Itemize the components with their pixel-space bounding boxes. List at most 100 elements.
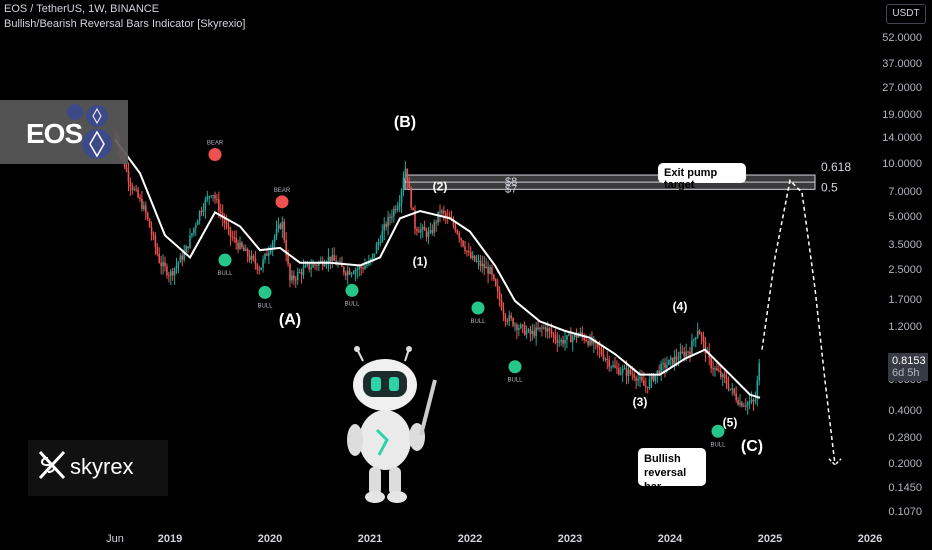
candle-body: [712, 368, 714, 370]
candle-body: [452, 220, 455, 226]
bull-signal-label: BULL: [217, 271, 233, 277]
candle-body: [318, 262, 320, 266]
candle-body: [154, 236, 157, 247]
candle-body: [560, 340, 562, 342]
candle-body: [619, 372, 622, 375]
candle-body: [529, 329, 532, 335]
candle-body: [164, 262, 166, 267]
candle-body: [148, 218, 151, 228]
candle-body: [521, 324, 524, 326]
candle-body: [369, 258, 372, 261]
candle-body: [219, 211, 222, 213]
bar-countdown: 6d 5h: [892, 367, 920, 379]
candle-body: [631, 373, 634, 375]
candle-body: [329, 256, 332, 261]
candle-body: [356, 269, 359, 271]
candle-body: [271, 241, 274, 250]
currency-button[interactable]: USDT: [886, 4, 926, 24]
candle-body: [739, 402, 741, 405]
candle-body: [612, 365, 614, 367]
candle-body: [354, 270, 357, 274]
candle-body: [177, 262, 180, 266]
candle-body: [694, 337, 697, 340]
candle-body: [410, 187, 412, 208]
candle-body: [327, 256, 330, 264]
candle-body: [225, 223, 228, 225]
wave-label: (C): [741, 438, 763, 455]
bull-signal-dot: [345, 283, 359, 297]
candle-body: [756, 380, 759, 400]
candle-body: [127, 170, 130, 182]
candle-body: [393, 208, 395, 217]
candle-body: [260, 267, 262, 270]
candle-body: [531, 330, 534, 335]
candle-body: [589, 337, 591, 345]
candle-body: [202, 209, 205, 213]
candle-body: [566, 335, 568, 341]
candle-body: [406, 168, 409, 183]
candle-body: [283, 221, 286, 241]
wave-label: (3): [633, 395, 648, 409]
candle-body: [189, 235, 191, 248]
candle-body: [479, 260, 482, 267]
candle-body: [227, 224, 230, 228]
wave-label: (B): [394, 114, 416, 131]
candle-body: [312, 264, 314, 268]
candle-body: [456, 230, 459, 234]
y-tick-label: 0.2800: [888, 432, 922, 445]
candle-body: [175, 265, 178, 269]
bear-signal-dot: [275, 195, 289, 209]
candle-body: [252, 255, 255, 259]
bull-signal-dot: [711, 424, 725, 438]
candle-body: [506, 320, 509, 322]
candle-body: [679, 351, 682, 359]
candle-body: [575, 333, 578, 338]
y-tick-label: 5.0000: [888, 211, 922, 224]
candle-body: [289, 264, 291, 281]
candle-body: [198, 210, 201, 221]
candle-body: [635, 377, 637, 381]
candle-body: [743, 405, 745, 407]
candle-body: [254, 258, 257, 265]
wave-label: (A): [279, 311, 301, 328]
x-tick-label: 2021: [357, 533, 383, 545]
candle-body: [468, 250, 470, 252]
candle-body: [383, 224, 386, 232]
candle-body: [169, 271, 172, 276]
current-price-label: 0.8153 6d 5h: [888, 353, 928, 381]
candle-body: [394, 208, 397, 211]
x-tick-label: 2022: [457, 533, 483, 545]
candle-body: [325, 263, 328, 265]
candle-body: [523, 325, 526, 335]
candle-body: [737, 400, 739, 405]
candle-body: [398, 203, 401, 207]
candle-body: [493, 274, 495, 280]
candle-body: [158, 253, 161, 263]
candle-body: [293, 275, 295, 280]
candle-body: [698, 330, 701, 335]
candle-body: [275, 228, 278, 237]
candle-body: [218, 199, 220, 212]
brand-name: skyrex: [70, 454, 134, 479]
candle-body: [291, 275, 293, 281]
candle-body: [604, 359, 607, 361]
bull-signal-dot: [508, 360, 522, 374]
candle-body: [171, 271, 174, 276]
candle-body: [721, 374, 724, 377]
candle-body: [173, 268, 176, 276]
candle-body: [439, 211, 441, 213]
candle-body: [533, 330, 536, 337]
candle-body: [389, 216, 391, 218]
candle-body: [139, 197, 141, 199]
candle-body: [527, 329, 530, 332]
candle-body: [546, 328, 549, 332]
symbol-line: EOS / TetherUS, 1W, BINANCE: [4, 3, 160, 15]
candle-body: [552, 333, 555, 335]
candle-body: [646, 386, 649, 389]
candle-body: [616, 367, 618, 369]
y-tick-label: 7.0000: [888, 185, 922, 198]
candle-body: [427, 232, 430, 237]
bull-signal-label: BULL: [344, 301, 360, 307]
candle-body: [285, 240, 287, 256]
